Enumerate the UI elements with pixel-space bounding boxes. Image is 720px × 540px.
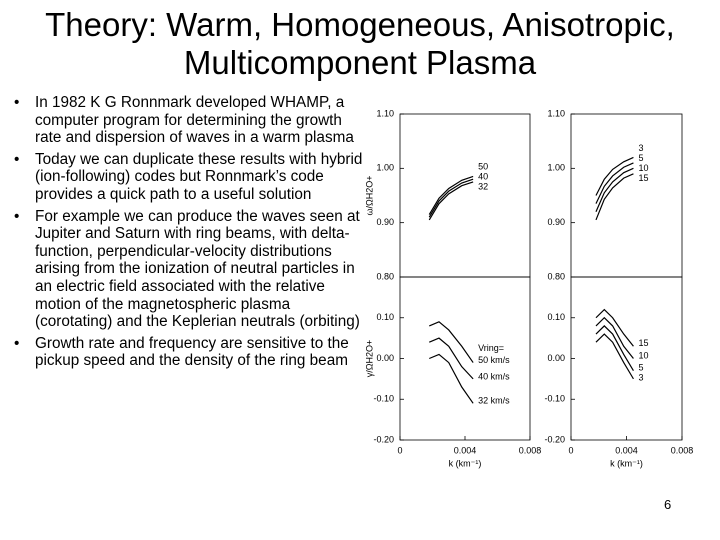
curve [595,333,634,380]
x-tick-label: 0.004 [615,445,638,455]
curve [429,337,474,380]
y-tick-label: 0.80 [376,271,394,281]
curve-label: 15 [638,173,648,183]
y-tick-label: 0.90 [547,217,565,227]
y-tick-label: 0.90 [376,217,394,227]
slide-title: Theory: Warm, Homogeneous, Anisotropic, … [45,6,675,81]
x-tick-label: 0.004 [454,445,477,455]
curve-label: 3 [638,143,643,153]
curve [595,173,634,221]
y-tick-label: 0.00 [547,353,565,363]
x-tick-label: 0.008 [671,445,694,455]
plot-frame [570,113,683,278]
y-tick-label: 1.10 [376,108,394,118]
y-tick-label: -0.10 [544,394,565,404]
curve-label: 32 [478,182,488,192]
curve-label: 3 [638,373,643,383]
curve [428,181,474,221]
annotation: Vring= [478,343,504,353]
curve-label: 5 [638,153,643,163]
curve [428,175,474,215]
bullet-list: In 1982 K G Ronnmark developed WHAMP, a … [14,94,364,374]
curve-label: 32 km/s [478,396,510,406]
y-tick-label: 1.00 [547,163,565,173]
y-axis-label: γ/ΩH2O+ [364,340,374,378]
curve-label: 50 [478,162,488,172]
curve-label: 50 km/s [478,355,510,365]
bullet: Growth rate and frequency are sensitive … [14,335,364,370]
curve [428,178,474,218]
page-number: 6 [664,497,672,512]
x-tick-label: 0.008 [519,445,542,455]
y-tick-label: 0.80 [547,271,565,281]
curve [595,316,634,359]
curve [595,167,634,213]
curve-label: 10 [638,350,648,360]
curve [595,308,634,347]
y-tick-label: 1.10 [547,108,565,118]
y-tick-label: -0.10 [373,394,394,404]
curve [595,162,634,204]
y-tick-label: -0.20 [373,434,394,444]
curve-label: 40 km/s [478,371,510,381]
plot-frame [399,113,531,278]
x-tick-label: 0 [568,445,573,455]
plot-frame [399,276,531,441]
bullet: Today we can duplicate these results wit… [14,151,364,204]
y-tick-label: 1.00 [376,163,394,173]
curve-label: 5 [638,363,643,373]
y-tick-label: 0.00 [376,353,394,363]
bullet: In 1982 K G Ronnmark developed WHAMP, a … [14,94,364,147]
y-tick-label: -0.20 [544,434,565,444]
curve [595,156,634,196]
curve-label: 10 [638,163,648,173]
y-tick-label: 0.10 [547,312,565,322]
curve [429,353,474,404]
x-axis-label: k (km⁻¹) [449,458,482,468]
x-tick-label: 0 [397,445,402,455]
curve [429,321,474,363]
y-tick-label: 0.10 [376,312,394,322]
bullet: For example we can produce the waves see… [14,208,364,331]
y-axis-label: ω/ΩH2O+ [364,175,374,215]
x-axis-label: k (km⁻¹) [610,458,643,468]
curve-label: 40 [478,172,488,182]
curve [595,325,634,372]
curve-label: 15 [638,338,648,348]
